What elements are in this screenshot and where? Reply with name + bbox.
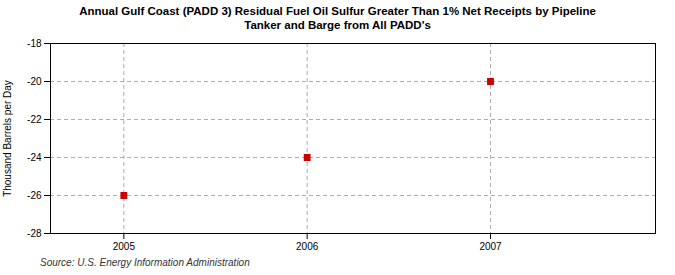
svg-text:Thousand Barrels per Day: Thousand Barrels per Day: [2, 80, 13, 197]
svg-text:-20: -20: [27, 75, 42, 86]
svg-text:2006: 2006: [296, 240, 319, 251]
html-text:Annual Gulf Coast (PADD 3) Res: Annual Gulf Coast (PADD 3) Residual Fuel…: [79, 5, 596, 32]
svg-text:2007: 2007: [479, 240, 502, 251]
svg-text:-22: -22: [27, 113, 42, 124]
svg-text:-18: -18: [27, 37, 42, 48]
html-text:Source: U.S. Energy Informatio: Source: U.S. Energy Information Administ…: [40, 256, 250, 268]
svg-text:-28: -28: [27, 227, 42, 238]
svg-text:-26: -26: [27, 189, 42, 200]
svg-text:2005: 2005: [113, 240, 136, 251]
svg-text:-24: -24: [27, 151, 42, 162]
